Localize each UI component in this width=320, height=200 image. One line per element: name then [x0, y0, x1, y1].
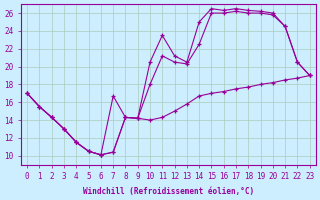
- X-axis label: Windchill (Refroidissement éolien,°C): Windchill (Refroidissement éolien,°C): [83, 187, 254, 196]
